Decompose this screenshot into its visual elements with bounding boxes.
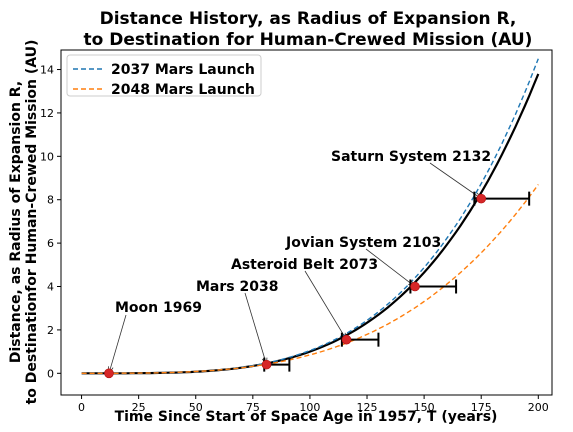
- plot-frame: [60, 49, 553, 396]
- y-axis-label-line-2: to Destinationfor Human-Crewed Mission (…: [24, 40, 40, 405]
- x-tick-label: 200: [528, 401, 549, 414]
- axes: 0 25 50 75 100 125 150 175 200 0 2 4 6 8 10 12 14: [40, 64, 549, 414]
- milestone-point: [261, 359, 272, 370]
- y-tick-label: 0: [47, 367, 54, 380]
- x-tick-label: 75: [246, 401, 260, 414]
- y-tick-label: 12: [40, 107, 54, 120]
- annotation-arrow: [365, 248, 416, 287]
- x-tick-label: 175: [471, 401, 492, 414]
- milestone-label: Jovian System 2103: [285, 235, 441, 251]
- legend: 2037 Mars Launch 2048 Mars Launch: [66, 54, 262, 98]
- y-tick-label: 6: [47, 237, 54, 250]
- x-tick-label: 100: [299, 401, 320, 414]
- annotation-arrow: [429, 162, 482, 199]
- milestone-label: Mars 2038: [196, 279, 278, 295]
- milestone-point: [104, 368, 114, 379]
- y-tick-label: 2: [47, 324, 54, 337]
- milestone-label: Moon 1969: [115, 300, 202, 316]
- annotation-arrow: [108, 314, 127, 374]
- y-tick-label: 8: [47, 194, 54, 207]
- milestone-point: [410, 281, 420, 292]
- x-tick-label: 125: [357, 401, 378, 414]
- milestone-point: [341, 334, 352, 345]
- milestone-point: [476, 193, 487, 204]
- legend-label: 2048 Mars Launch: [111, 82, 255, 98]
- x-tick-label: 0: [78, 401, 85, 414]
- chart-title-line-2: to Destination for Human-Crewed Mission …: [84, 30, 533, 50]
- milestone-label: Asteroid Belt 2073: [231, 257, 378, 273]
- x-tick-label: 150: [414, 401, 435, 414]
- x-axis-label: Time Since Start of Space Age in 1957, T…: [115, 409, 498, 425]
- y-tick-label: 10: [40, 150, 54, 163]
- milestone-label: Saturn System 2132: [331, 149, 491, 165]
- annotation-arrow: [304, 270, 347, 340]
- y-axis-label-line-1: Distance, as Radius of Expansion R,: [8, 81, 24, 363]
- legend-box: [66, 54, 262, 97]
- y-tick-label: 14: [40, 64, 54, 77]
- y-tick-label: 4: [47, 281, 54, 294]
- chart-title-line-1: Distance History, as Radius of Expansion…: [100, 9, 517, 29]
- series-line-1: [81, 184, 539, 374]
- x-tick-label: 25: [132, 401, 146, 414]
- plot-area: Moon 1969 Mars 2038 Asteroid Belt 2073 Jovi…: [60, 49, 553, 396]
- x-tick-label: 50: [189, 401, 203, 414]
- legend-label: 2037 Mars Launch: [111, 62, 255, 78]
- annotation-arrow: [244, 292, 267, 365]
